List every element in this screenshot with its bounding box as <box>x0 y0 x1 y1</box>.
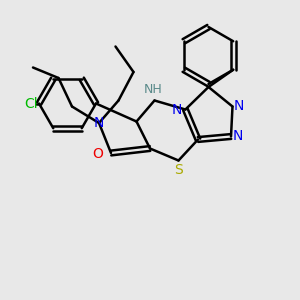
Text: Cl: Cl <box>24 97 38 110</box>
Text: N: N <box>232 130 243 143</box>
Text: NH: NH <box>144 83 162 96</box>
Text: N: N <box>94 116 104 130</box>
Text: S: S <box>174 164 183 178</box>
Text: O: O <box>93 148 104 161</box>
Text: N: N <box>172 103 182 116</box>
Text: N: N <box>234 100 244 113</box>
